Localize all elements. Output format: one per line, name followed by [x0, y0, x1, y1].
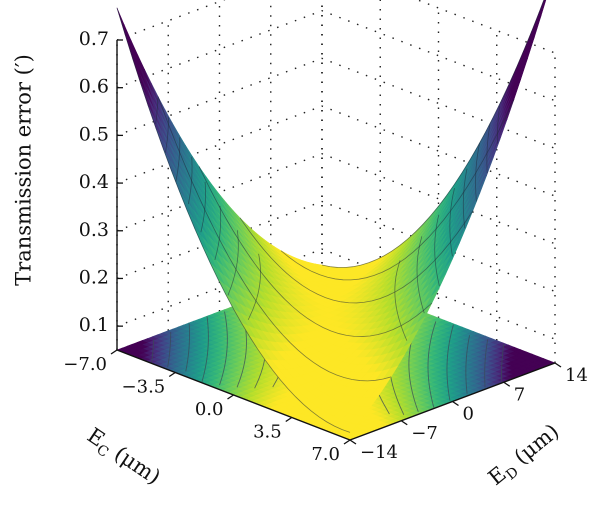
surface-patch [518, 34, 534, 74]
x-axis-title: EC (μm) [81, 423, 165, 492]
floor-contour [408, 319, 419, 386]
y-tick-label: −7 [411, 423, 438, 444]
y-tick-mark [503, 381, 511, 387]
x-tick-mark [168, 371, 176, 378]
surface-mesh [116, 0, 547, 433]
surface-patch [525, 13, 541, 54]
floor-contour [430, 392, 435, 408]
floor-contour [427, 321, 437, 394]
surface-contour [214, 205, 222, 260]
surface-contour [165, 116, 169, 153]
surface-contour [462, 168, 468, 229]
floor-contour [446, 324, 454, 401]
z-axis-title: Transmission error (′) [12, 54, 36, 286]
floor-contour [151, 339, 155, 363]
z-tick-label: 0.1 [79, 314, 109, 336]
grid-lines [116, 0, 556, 363]
surface-contour [497, 105, 501, 144]
y-axis-title-unit: (μm) [504, 419, 563, 473]
grid-line-z [116, 0, 556, 54]
surface-contour [155, 98, 159, 124]
floor-contour [201, 316, 209, 383]
surface-contour [449, 188, 455, 257]
x-tick-label: −7.0 [63, 354, 107, 375]
x-tick-mark [110, 349, 118, 355]
surface-contour [227, 230, 239, 296]
floor-contour [465, 335, 471, 394]
surface-contour [396, 308, 408, 341]
z-tick-label: 0.6 [79, 76, 109, 98]
y-tick-mark [400, 420, 408, 426]
floor-contour [219, 311, 228, 386]
surface-contour [486, 124, 491, 174]
y-tick-label: 0 [463, 404, 474, 425]
y-tick-mark [349, 439, 357, 445]
surface-patch [526, 14, 542, 56]
grid-line-z [116, 248, 556, 340]
y-tick-label: 7 [514, 384, 525, 405]
surface-contour [434, 214, 440, 277]
x-tick-label: 3.5 [253, 422, 282, 443]
surface-contour [436, 276, 440, 287]
surface-mesh-line [116, 7, 351, 433]
floor-contour [167, 331, 172, 368]
z-tick-label: 0.4 [79, 171, 109, 193]
surface-mesh-line [280, 99, 515, 281]
floor-contour [501, 344, 505, 383]
surface-contour [416, 236, 423, 294]
grid-line-z [116, 200, 556, 293]
surface-patch [123, 23, 139, 64]
surface-patch [131, 48, 147, 87]
surface-mesh-line [239, 210, 474, 304]
z-tick-label: 0.3 [79, 219, 109, 241]
x-tick-mark [227, 394, 234, 400]
surface-contour [394, 260, 401, 309]
y-tick-label: −14 [360, 442, 398, 463]
surface-contour [200, 181, 206, 233]
floor-contour [185, 323, 190, 372]
floor-contour [484, 339, 489, 388]
surface-mesh-line [321, 0, 545, 268]
tick-labels: 0.1 0.2 0.3 0.4 0.5 0.6 0.7 −7.0 −3.5 0.0 3.5 7.0 −1… [63, 28, 588, 465]
surface-contour [247, 253, 261, 320]
x-tick-mark [343, 439, 351, 445]
surface-contour [475, 143, 480, 202]
surface-contour [418, 293, 425, 314]
surface-contour [187, 156, 193, 205]
y-axis-title: ED (μm) [484, 419, 566, 493]
z-tick-label: 0.5 [79, 123, 109, 145]
y-tick-label: 14 [565, 365, 588, 386]
x-tick-label: 7.0 [311, 444, 340, 465]
grid-line-z [116, 153, 556, 245]
axis-titles: Transmission error (′) EC (μm) ED (μm) [12, 54, 566, 493]
grid-line-z [116, 9, 556, 102]
y-tick-mark [554, 362, 562, 368]
grid-line-z [116, 105, 556, 197]
x-tick-label: 0.0 [195, 399, 224, 420]
x-axis-title-unit: (μm) [105, 438, 165, 490]
z-tick-label: 0.7 [79, 28, 109, 50]
y-tick-mark [452, 400, 459, 407]
surface-mesh-line [157, 96, 392, 382]
x-tick-label: −3.5 [122, 377, 166, 398]
grid-line-z [116, 57, 556, 150]
surface-contour [175, 137, 181, 182]
floor-contour [410, 385, 419, 412]
x-tick-mark [285, 416, 293, 423]
floor-contour [390, 377, 405, 415]
z-tick-label: 0.2 [79, 266, 109, 288]
